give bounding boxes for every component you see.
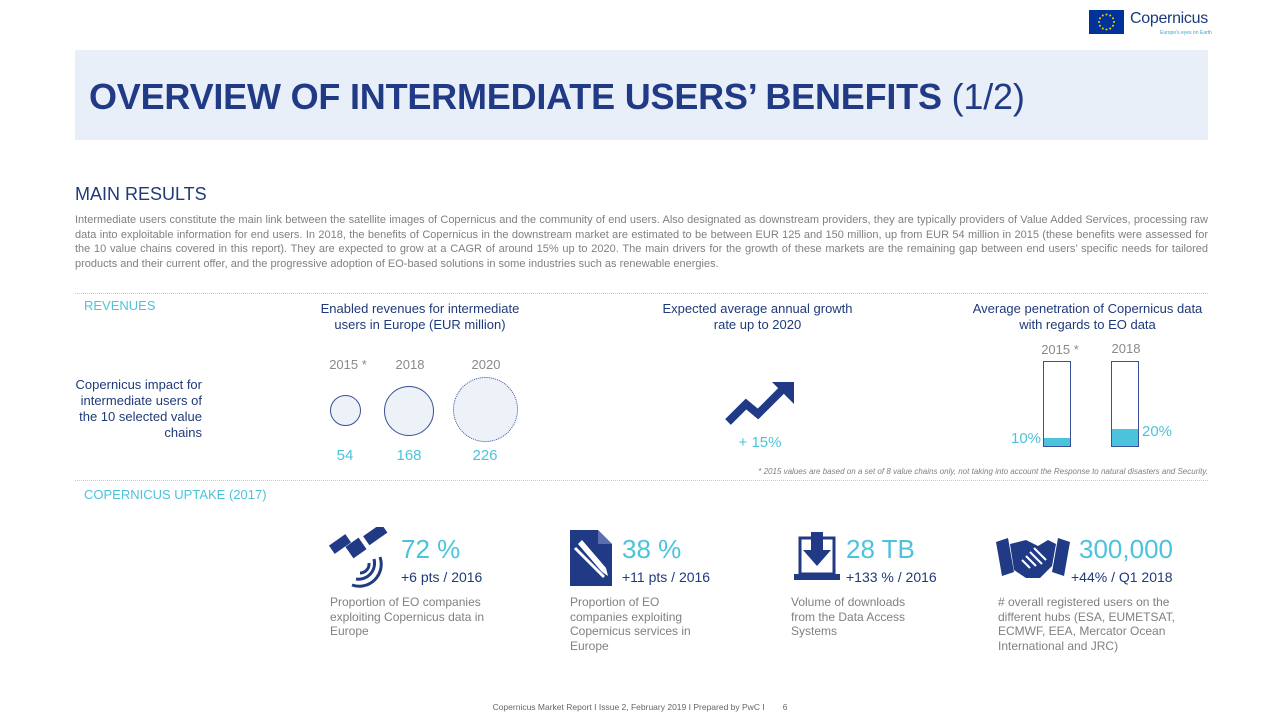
footnote: * 2015 values are based on a set of 8 va…: [758, 467, 1208, 476]
revenue-value-2015: 54: [336, 447, 354, 464]
kpi-change: +6 pts / 2016: [401, 569, 483, 585]
revenue-year-2015: 2015 *: [329, 357, 367, 372]
revenues-label: REVENUES: [84, 298, 156, 313]
kpi-change: +133 % / 2016: [846, 569, 937, 585]
uptake-label: COPERNICUS UPTAKE (2017): [84, 487, 267, 502]
revenue-year-2018: 2018: [395, 357, 425, 372]
main-results-heading: MAIN RESULTS: [75, 184, 207, 204]
document-pen-icon: [566, 528, 628, 590]
page-number: 6: [782, 702, 788, 712]
penetration-bar-2015: [1043, 361, 1071, 447]
penetration-year-2015: 2015 *: [1041, 342, 1079, 357]
kpi-change: +11 pts / 2016: [622, 569, 711, 585]
revenue-bubble-2018: [384, 386, 434, 436]
penetration-bar-fill-2018: [1112, 429, 1138, 446]
revenue-bubble-2020: [453, 377, 518, 442]
kpi-description: Proportion of EO companies exploiting Co…: [330, 595, 485, 638]
section-divider: [75, 293, 1208, 294]
revenue-year-2020: 2020: [471, 357, 501, 372]
enabled-revenues-heading: Enabled revenues for intermediate users …: [320, 301, 520, 332]
page-title-main: OVERVIEW OF INTERMEDIATE USERS’ BENEFITS: [89, 76, 942, 117]
kpi-description: Volume of downloads from the Data Access…: [791, 595, 906, 638]
download-laptop-icon: [792, 528, 854, 590]
penetration-year-2018: 2018: [1111, 341, 1141, 356]
kpi-change: +44% / Q1 2018: [1071, 569, 1173, 585]
page-footer: Copernicus Market Report I Issue 2, Febr…: [0, 702, 1280, 712]
footer-text: Copernicus Market Report I Issue 2, Febr…: [492, 702, 765, 712]
copernicus-logo-tagline: Europe's eyes on Earth: [1160, 30, 1212, 36]
penetration-pct-2018: 20%: [1142, 423, 1173, 440]
handshake-icon: [996, 532, 1070, 584]
kpi-value: 72 %: [401, 534, 461, 564]
kpi-description: # overall registered users on the differ…: [998, 595, 1175, 653]
revenue-value-2020: 226: [472, 447, 498, 464]
penetration-heading: Average penetration of Copernicus data w…: [972, 301, 1203, 332]
page-title-part: (1/2): [951, 76, 1025, 117]
eu-flag-logo: [1089, 10, 1124, 34]
revenue-bubble-2015: [330, 395, 361, 426]
title-band: OVERVIEW OF INTERMEDIATE USERS’ BENEFITS…: [75, 50, 1208, 140]
copernicus-logo-name: Copernicus: [1130, 10, 1208, 27]
penetration-pct-2015: 10%: [1011, 430, 1042, 447]
section-divider: [75, 480, 1208, 481]
growth-rate-value: + 15%: [738, 434, 782, 451]
trend-up-arrow-icon: [724, 380, 796, 428]
page-title: OVERVIEW OF INTERMEDIATE USERS’ BENEFITS…: [89, 76, 1025, 118]
penetration-bar-2018: [1111, 361, 1139, 447]
satellite-icon: [328, 523, 390, 589]
copernicus-logo: Copernicus Europe's eyes on Earth: [1130, 8, 1212, 38]
main-results-text: Intermediate users constitute the main l…: [75, 214, 1208, 270]
revenue-value-2018: 168: [396, 447, 422, 464]
kpi-value: 28 TB: [846, 534, 915, 564]
growth-rate-heading: Expected average annual growth rate up t…: [662, 301, 853, 332]
kpi-description: Proportion of EO companies exploiting Co…: [570, 595, 691, 653]
penetration-bar-fill-2015: [1044, 437, 1070, 446]
kpi-value: 38 %: [622, 534, 682, 564]
kpi-value: 300,000: [1079, 534, 1173, 564]
impact-description: Copernicus impact for intermediate users…: [75, 377, 202, 440]
